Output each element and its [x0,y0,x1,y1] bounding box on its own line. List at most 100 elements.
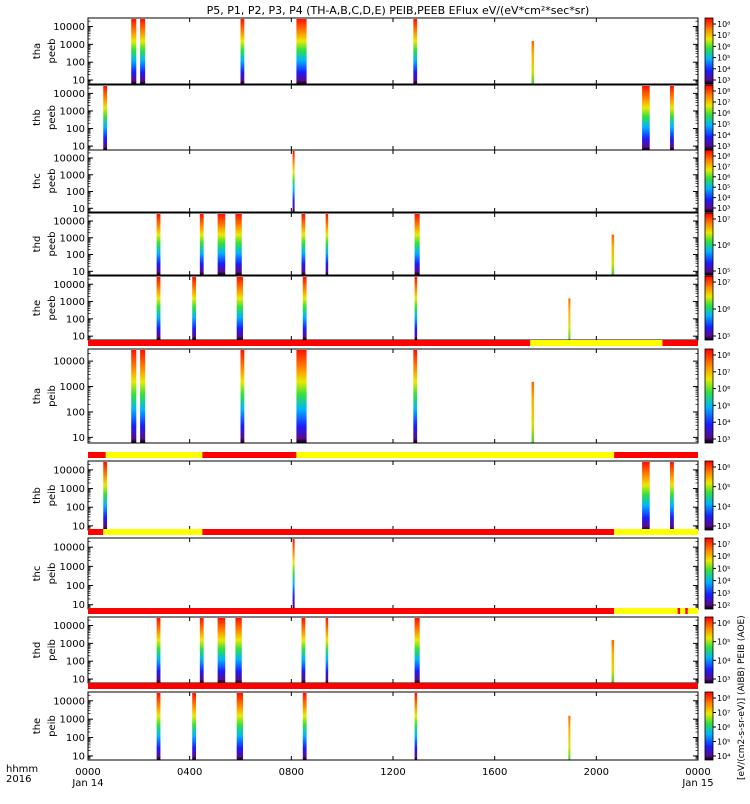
y-tick-label: 100 [66,58,85,69]
panel-instrument-label: peib [47,385,58,407]
panel-instrument-label: peeb [47,105,58,130]
status-bar-segment [103,529,203,535]
y-tick-label: 10000 [53,89,85,100]
spectrogram-burst [642,86,650,150]
colorbar-tick-label: 10⁴ [717,577,730,586]
y-tick-label: 1000 [60,233,85,244]
colorbar-tick-label: 10⁸ [717,694,730,703]
panel-probe-label: tha [32,388,43,404]
spectrogram-burst [156,693,161,760]
y-tick-label: 10000 [53,357,85,368]
colorbar-tick-label: 10⁴ [717,194,730,203]
status-bar-segment [202,529,615,535]
status-bar-segment [88,683,698,689]
y-tick-label: 100 [66,187,85,198]
panel-probe-label: the [32,300,43,316]
spectrogram-burst [568,715,571,760]
colorbar-tick-label: 10⁴ [717,131,730,140]
colorbar-tick-label: 10⁵ [717,183,730,192]
colorbar-tick-label: 10³ [717,522,730,531]
panel-probe-label: the [32,718,43,734]
colorbar-tick-label: 10⁵ [717,738,730,747]
y-tick-label: 1000 [60,170,85,181]
panel-probe-label: thb [32,487,43,504]
colorbar-tick-label: 10⁵ [717,638,730,647]
spectrogram-burst [413,19,418,84]
x-axis-row2-label: 2016 [6,774,31,785]
colorbar-tick-label: 10⁴ [717,418,730,427]
y-tick-label: 100 [66,407,85,418]
x-tick-label: 1200 [380,767,405,778]
spectrogram-burst [156,618,161,683]
panel-frame [87,149,699,213]
colorbar [704,616,714,684]
spectrogram-burst [217,214,226,275]
chart-title: P5, P1, P2, P3, P4 (TH-A,B,C,D,E) PEIB,P… [207,4,590,17]
spectrogram-burst [192,693,197,760]
status-bar-segment [687,608,698,614]
status-bar-segment [88,340,531,346]
y-tick-label: 1000 [60,715,85,726]
panel-frame [87,348,699,444]
spectrogram-burst [611,234,615,275]
y-tick-label: 1000 [60,40,85,51]
spectrogram-burst [192,277,197,340]
colorbar-tick-label: 10⁵ [717,54,730,63]
y-tick-label: 1000 [60,484,85,495]
colorbar [704,460,714,531]
x-tick-label: 0000 [75,767,100,778]
colorbar-tick-label: 10⁶ [717,173,730,182]
colorbar-tick-label: 10⁷ [717,709,730,718]
colorbar-tick-label: 10³ [717,76,730,85]
x-axis-row1-label: hhmm [6,764,38,775]
x-tick-label: 1600 [482,767,507,778]
colorbar-tick-label: 10⁵ [717,267,730,276]
colorbar-tick-label: 10⁵ [717,120,730,129]
colorbar-tick-label: 10⁵ [717,332,730,341]
spectrogram-burst [296,350,307,443]
panel-the-peib: 10 100 1000 10000 the peib 10⁸ 10⁷ 10⁶ 10⁵ 10⁴ [32,683,730,762]
colorbar-tick-label: 10⁶ [717,723,730,732]
spectrogram-burst [292,539,295,609]
colorbar-tick-label: 10⁵ [717,564,730,573]
colorbar-tick-label: 10⁶ [717,305,730,314]
spectrogram-burst [131,350,137,443]
y-tick-label: 10000 [53,621,85,632]
spectrogram-burst [301,214,306,275]
y-tick-label: 10000 [53,543,85,554]
panel-frame [87,275,699,341]
status-bar-segment [685,608,688,614]
panel-thd-peeb: 10 100 1000 10000 thd peeb 10⁷ 10⁶ 10⁵ [32,212,730,278]
y-tick-label: 10 [72,751,85,762]
panel-probe-label: thc [32,173,43,189]
colorbar-tick-label: 10⁴ [717,752,730,761]
colorbar-tick-label: 10⁶ [717,42,730,51]
y-tick-label: 100 [66,581,85,592]
panel-instrument-label: peib [47,563,58,585]
status-bar-segment [677,608,681,614]
spectrogram-burst [325,618,329,683]
colorbar-tick-label: 10⁵ [717,483,730,492]
spectrogram-burst [292,151,295,212]
y-tick-label: 10 [72,204,85,215]
spectrogram-burst [414,618,420,683]
spectrogram-burst [140,19,146,84]
y-tick-label: 10000 [53,153,85,164]
panel-probe-label: thc [32,566,43,582]
colorbar-tick-label: 10⁶ [717,619,730,628]
colorbar-tick-label: 10⁷ [717,215,730,224]
spectrogram-burst [103,86,108,150]
status-bar-segment [88,608,615,614]
spectrogram-burst [531,381,535,443]
colorbar-tick-label: 10³ [717,675,730,684]
colorbar-tick-label: 10⁵ [717,401,730,410]
panel-frame [87,460,699,531]
spectrogram-burst [670,462,674,530]
x-tick-label: 0000 [685,767,710,778]
spectrogram-burst [414,214,420,275]
spectrogram-burst [156,277,161,340]
